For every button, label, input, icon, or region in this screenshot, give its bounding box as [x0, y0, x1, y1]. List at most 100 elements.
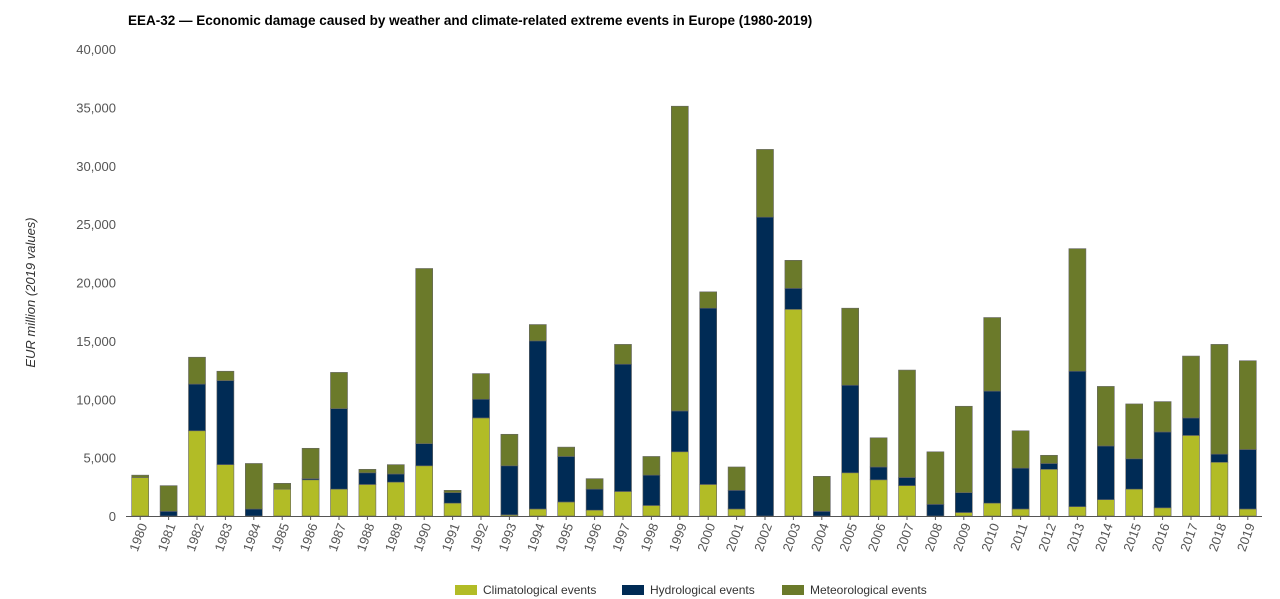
bar-1989-hydrological[interactable] — [386, 473, 405, 483]
bar-1981-meteorological[interactable] — [159, 485, 178, 512]
bar-1983-meteorological[interactable] — [216, 370, 235, 381]
bar-2009-hydrological[interactable] — [954, 492, 973, 513]
bar-2018-hydrological[interactable] — [1210, 453, 1229, 463]
bar-2003-climatological[interactable] — [784, 309, 803, 517]
bar-1980-meteorological[interactable] — [131, 474, 149, 478]
bar-2000-climatological[interactable] — [699, 484, 718, 517]
bar-2010-hydrological[interactable] — [983, 390, 1002, 504]
bar-1989-climatological[interactable] — [386, 481, 405, 517]
bar-2014-hydrological[interactable] — [1097, 445, 1115, 500]
bar-2011-hydrological[interactable] — [1011, 467, 1030, 510]
legend-item-hydrological[interactable]: Hydrological events — [622, 583, 755, 597]
bar-1997-meteorological[interactable] — [614, 344, 632, 365]
bar-2002-hydrological[interactable] — [756, 216, 774, 517]
bar-2013-hydrological[interactable] — [1068, 370, 1087, 507]
bar-2019-meteorological[interactable] — [1239, 360, 1257, 450]
bar-2004-hydrological[interactable] — [812, 511, 831, 517]
bar-1982-hydrological[interactable] — [188, 383, 206, 432]
legend-item-climatological[interactable]: Climatological events — [455, 583, 596, 597]
bar-1994-climatological[interactable] — [528, 508, 547, 517]
bar-2014-climatological[interactable] — [1097, 499, 1115, 517]
bar-1998-meteorological[interactable] — [642, 456, 661, 476]
bar-1987-meteorological[interactable] — [330, 372, 348, 409]
bar-2017-meteorological[interactable] — [1182, 355, 1200, 419]
bar-1982-meteorological[interactable] — [188, 356, 206, 385]
bar-1996-climatological[interactable] — [585, 509, 604, 517]
bar-2009-climatological[interactable] — [954, 512, 973, 517]
bar-1988-climatological[interactable] — [358, 484, 377, 517]
bar-1988-hydrological[interactable] — [358, 472, 377, 485]
bar-1998-hydrological[interactable] — [642, 474, 661, 506]
bar-2015-hydrological[interactable] — [1125, 458, 1143, 490]
bar-1980-climatological[interactable] — [131, 477, 149, 517]
bar-1996-hydrological[interactable] — [585, 488, 604, 511]
bar-1986-climatological[interactable] — [301, 479, 320, 517]
bar-1996-meteorological[interactable] — [585, 478, 604, 490]
bar-1999-climatological[interactable] — [670, 451, 689, 517]
bar-2010-climatological[interactable] — [983, 502, 1002, 517]
legend-item-meteorological[interactable]: Meteorological events — [782, 583, 927, 597]
bar-2019-hydrological[interactable] — [1239, 449, 1257, 510]
bar-2012-meteorological[interactable] — [1040, 454, 1058, 464]
bar-2011-meteorological[interactable] — [1011, 430, 1030, 469]
bar-1999-hydrological[interactable] — [670, 410, 689, 453]
bar-1992-meteorological[interactable] — [472, 373, 490, 400]
bar-2008-hydrological[interactable] — [926, 504, 945, 517]
bar-1990-hydrological[interactable] — [415, 443, 434, 467]
bar-2016-hydrological[interactable] — [1153, 431, 1172, 509]
bar-2002-meteorological[interactable] — [756, 149, 774, 218]
bar-1991-climatological[interactable] — [443, 502, 462, 517]
bar-1986-meteorological[interactable] — [301, 447, 320, 479]
bar-2007-climatological[interactable] — [898, 485, 916, 517]
bar-2000-meteorological[interactable] — [699, 291, 718, 309]
bar-2005-climatological[interactable] — [841, 472, 860, 517]
bar-2015-climatological[interactable] — [1125, 488, 1143, 517]
bar-1988-meteorological[interactable] — [358, 468, 377, 474]
bar-1997-hydrological[interactable] — [614, 363, 632, 492]
bar-2017-hydrological[interactable] — [1182, 417, 1200, 436]
bar-1990-climatological[interactable] — [415, 465, 434, 517]
bar-2005-meteorological[interactable] — [841, 307, 860, 386]
bar-2016-meteorological[interactable] — [1153, 401, 1172, 433]
bar-2014-meteorological[interactable] — [1097, 386, 1115, 447]
bar-1992-climatological[interactable] — [472, 417, 490, 517]
bar-2012-climatological[interactable] — [1040, 468, 1058, 517]
bar-2005-hydrological[interactable] — [841, 384, 860, 474]
bar-2017-climatological[interactable] — [1182, 435, 1200, 517]
bar-2010-meteorological[interactable] — [983, 317, 1002, 392]
bar-1990-meteorological[interactable] — [415, 268, 434, 444]
bar-2012-hydrological[interactable] — [1040, 463, 1058, 470]
bar-1985-climatological[interactable] — [273, 488, 292, 517]
bar-2009-meteorological[interactable] — [954, 405, 973, 493]
bar-2007-meteorological[interactable] — [898, 369, 916, 478]
bar-2006-meteorological[interactable] — [869, 437, 888, 468]
bar-2013-climatological[interactable] — [1068, 506, 1087, 517]
bar-2001-hydrological[interactable] — [727, 490, 746, 510]
bar-1994-hydrological[interactable] — [528, 340, 547, 510]
bar-2011-climatological[interactable] — [1011, 508, 1030, 517]
bar-2001-climatological[interactable] — [727, 508, 746, 517]
bar-2018-meteorological[interactable] — [1210, 344, 1229, 455]
bar-2013-meteorological[interactable] — [1068, 248, 1087, 372]
bar-2019-climatological[interactable] — [1239, 508, 1257, 517]
bar-1991-meteorological[interactable] — [443, 490, 462, 493]
bar-2004-meteorological[interactable] — [812, 476, 831, 512]
bar-2018-climatological[interactable] — [1210, 461, 1229, 517]
bar-1998-climatological[interactable] — [642, 505, 661, 517]
bar-2006-climatological[interactable] — [869, 479, 888, 517]
bar-1999-meteorological[interactable] — [670, 105, 689, 412]
bar-2015-meteorological[interactable] — [1125, 403, 1143, 460]
bar-1981-hydrological[interactable] — [159, 511, 178, 517]
bar-2003-hydrological[interactable] — [784, 288, 803, 310]
bar-2003-meteorological[interactable] — [784, 260, 803, 289]
bar-1983-climatological[interactable] — [216, 464, 235, 517]
bar-1984-hydrological[interactable] — [245, 508, 263, 517]
bar-2006-hydrological[interactable] — [869, 466, 888, 481]
bar-1983-hydrological[interactable] — [216, 380, 235, 465]
bar-1985-meteorological[interactable] — [273, 483, 292, 490]
bar-2007-hydrological[interactable] — [898, 477, 916, 486]
bar-1993-meteorological[interactable] — [500, 433, 519, 467]
bar-1995-climatological[interactable] — [557, 501, 576, 517]
bar-1991-hydrological[interactable] — [443, 492, 462, 504]
bar-1994-meteorological[interactable] — [528, 324, 547, 342]
